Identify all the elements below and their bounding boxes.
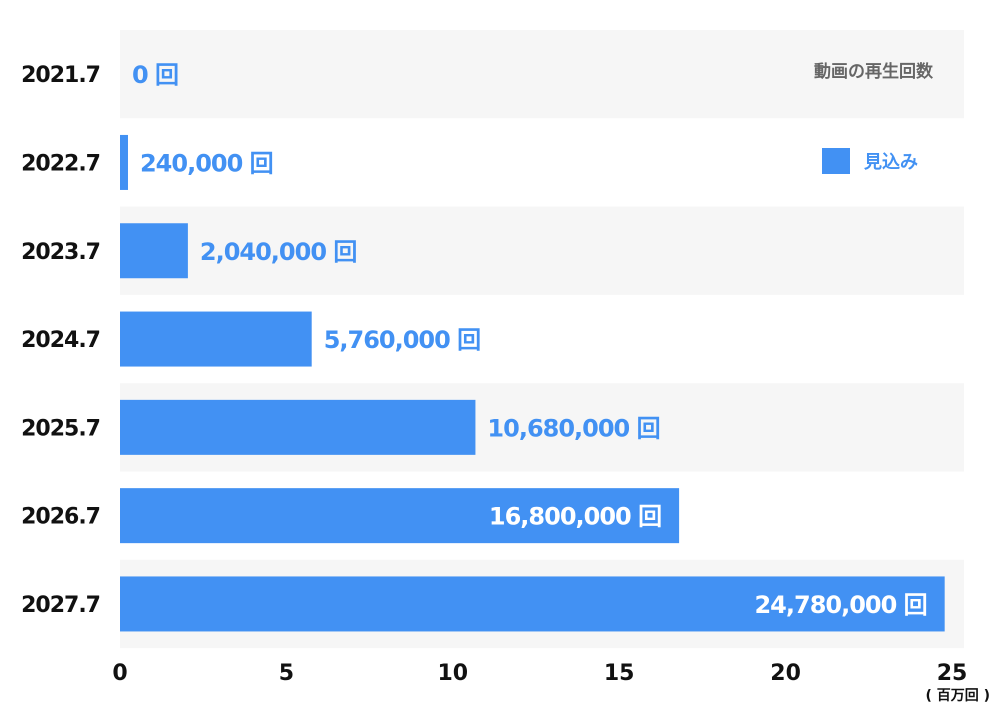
bars <box>120 134 945 632</box>
bar <box>120 576 945 632</box>
category-label: 2027.7 <box>21 593 100 618</box>
bar <box>120 399 476 455</box>
x-tick-label: 10 <box>437 661 468 686</box>
x-axis-ticks: 0 5 10 15 20 25 <box>112 661 967 686</box>
x-tick-label: 15 <box>604 661 635 686</box>
data-label: 16,800,000 回 <box>489 503 661 531</box>
legend-label: 見込み <box>863 152 918 173</box>
category-labels: 2021.7 2022.7 2023.7 2024.7 2025.7 2026.7 2027… <box>21 63 101 618</box>
bar <box>120 311 312 367</box>
data-label: 10,680,000 回 <box>487 414 659 442</box>
category-label: 2026.7 <box>21 505 100 530</box>
data-label: 5,760,000 回 <box>324 326 480 354</box>
x-tick-label: 0 <box>112 661 127 686</box>
category-label: 2023.7 <box>21 240 100 265</box>
legend-swatch <box>822 148 850 174</box>
data-label: 0 回 <box>132 61 178 89</box>
data-label: 24,780,000 回 <box>754 591 926 619</box>
category-label: 2025.7 <box>21 416 100 441</box>
x-tick-label: 25 <box>937 661 968 686</box>
x-tick-label: 20 <box>770 661 801 686</box>
data-label: 2,040,000 回 <box>200 238 356 266</box>
category-label: 2021.7 <box>21 63 100 88</box>
data-label: 240,000 回 <box>140 149 273 177</box>
category-label: 2022.7 <box>21 151 100 176</box>
bar <box>120 488 680 544</box>
chart-title: 動画の再生回数 <box>814 61 934 82</box>
x-axis-unit: ( 百万回 ) <box>925 688 990 704</box>
row-band <box>120 206 964 295</box>
value-labels: 0 回 240,000 回 2,040,000 回 5,760,000 回 10,680… <box>132 61 928 619</box>
x-tick-label: 5 <box>279 661 294 686</box>
category-label: 2024.7 <box>21 328 100 353</box>
legend: 見込み <box>822 148 918 174</box>
bar <box>120 223 188 279</box>
row-band <box>120 30 964 119</box>
bar <box>120 134 128 190</box>
